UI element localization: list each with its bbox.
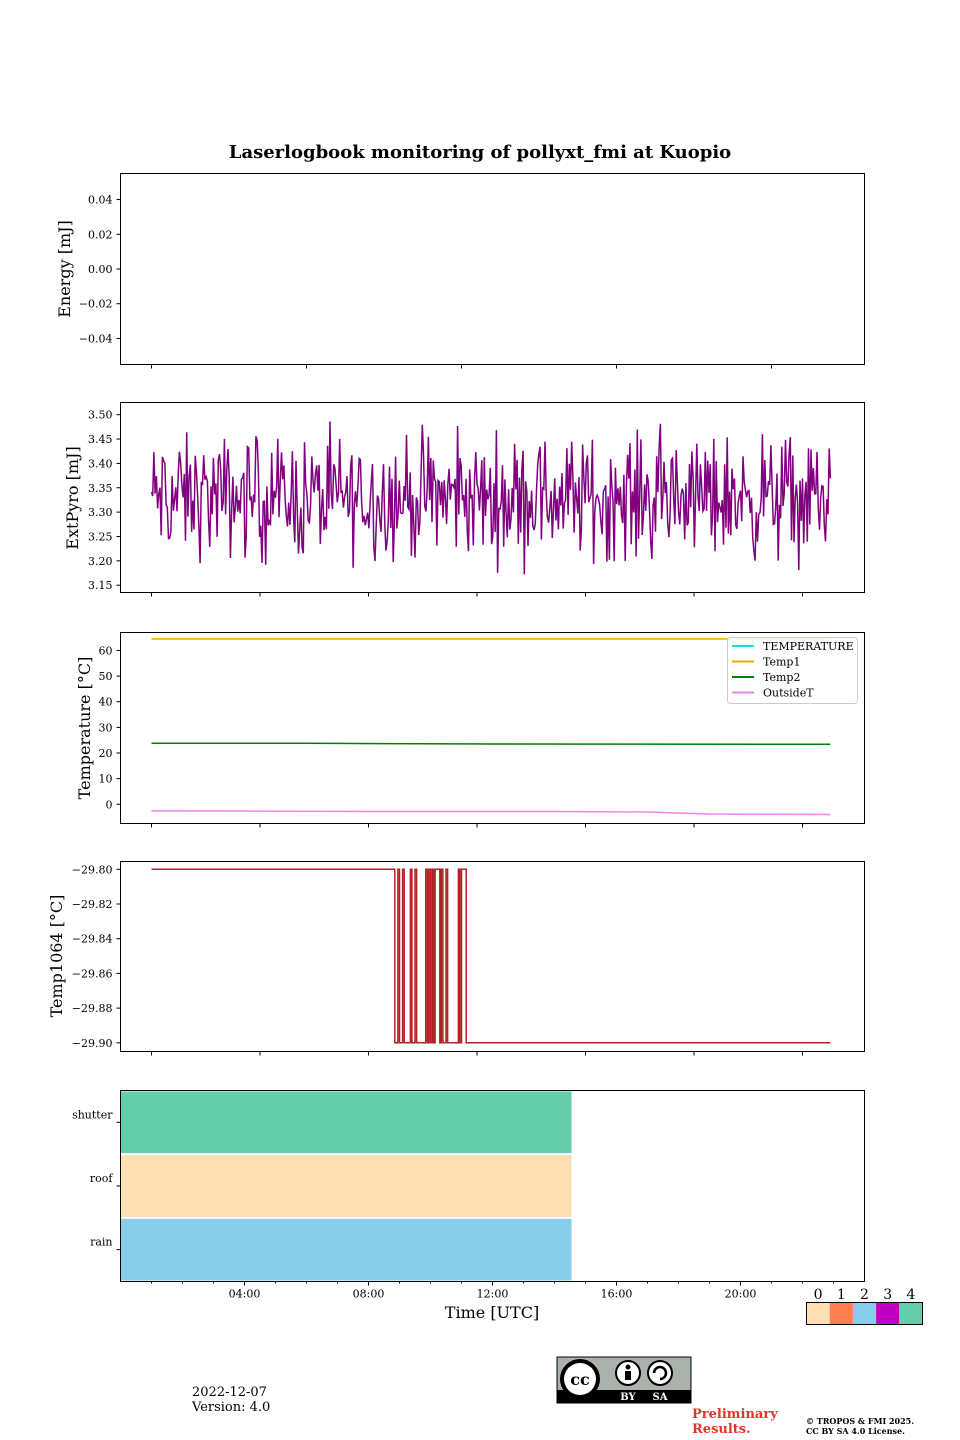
energy-ytick-label: 0.04 [88, 194, 113, 207]
sa-arrow [652, 1365, 668, 1381]
temperatures-ytick-label: 40 [99, 696, 113, 709]
cc-logo-inner [564, 1363, 596, 1395]
time-tick-label: 08:00 [353, 1288, 385, 1301]
copyright-line1: © TROPOS & FMI 2025. [806, 1416, 914, 1426]
temperatures-ytick-label: 30 [99, 721, 113, 734]
energy-ytick-label: 0.00 [88, 263, 113, 276]
temperatures-ytick-label: 50 [99, 670, 113, 683]
temperatures-ytick-label: 60 [99, 644, 113, 657]
temperatures-ytick-label: 20 [99, 747, 113, 760]
extpyro-panel: ExtPyro [mJ] 3.15 3.20 3.25 3.30 3.35 3.40 3.4… [63, 402, 865, 597]
temp1064-panel: Temp1064 [°C] −29.90 −29.88 −29.86 −29.84 −2… [47, 861, 865, 1056]
x-axis-label: Time [UTC] [445, 1303, 539, 1322]
extpyro-ytick-label: 3.40 [88, 457, 113, 470]
legend-label-temp2: Temp2 [763, 671, 800, 684]
extpyro-series-line [150, 421, 832, 575]
extpyro-ytick-label: 3.25 [88, 530, 113, 543]
by-person-head [625, 1364, 631, 1370]
energy-ytick-label: −0.04 [79, 332, 113, 345]
temp1064-ytick-label: −29.84 [72, 933, 113, 946]
figure-title: Laserlogbook monitoring of pollyxt_fmi a… [229, 142, 731, 163]
status-bar-shutter [120, 1091, 572, 1154]
cc-license-badge: cc BY SA [556, 1356, 692, 1404]
legend-frame [727, 637, 858, 704]
cc-sa-label: SA [653, 1392, 668, 1403]
temp1064-series-line [151, 868, 831, 1044]
colorbar-frame [806, 1302, 923, 1325]
extpyro-ytick-label: 3.20 [88, 555, 113, 568]
temperatures-ytick-label: 0 [106, 798, 113, 811]
temp1064-ytick-label: −29.82 [72, 898, 113, 911]
temp1064-ylabel: Temp1064 [°C] [47, 895, 66, 1018]
status-label-shutter: shutter [72, 1108, 113, 1121]
time-tick-label: 04:00 [229, 1288, 261, 1301]
cc-logo-text: cc [570, 1370, 590, 1389]
temperatures-ytick-label: 10 [99, 773, 113, 786]
legend-label-temp1: Temp1 [763, 656, 800, 669]
outsidet-series-line [151, 810, 831, 816]
temp1064-ytick-label: −29.86 [72, 967, 113, 980]
extpyro-ylabel: ExtPyro [mJ] [63, 446, 82, 549]
colorbar-tick-3: 3 [883, 1287, 892, 1303]
energy-ylabel: Energy [mJ] [55, 220, 74, 318]
footer-date: 2022-12-07 [192, 1385, 267, 1400]
temp2-series-line [151, 742, 831, 746]
energy-axes [120, 173, 865, 365]
extpyro-ytick-label: 3.45 [88, 433, 113, 446]
preliminary-line2: Results. [692, 1422, 751, 1437]
colorbar-tick-0: 0 [814, 1287, 823, 1303]
extpyro-ytick-label: 3.35 [88, 482, 113, 495]
copyright-line2: CC BY SA 4.0 License. [806, 1426, 905, 1436]
legend-label-temperature: TEMPERATURE [763, 640, 854, 653]
colorbar-swatch-0 [806, 1302, 830, 1325]
status-bar-rain [120, 1218, 572, 1281]
temp1064-axes [120, 861, 865, 1052]
status-label-rain: rain [90, 1236, 112, 1249]
preliminary-line1: Preliminary [692, 1407, 778, 1422]
colorbar-swatch-2 [852, 1302, 877, 1325]
time-tick-label: 16:00 [601, 1288, 633, 1301]
energy-ytick-label: 0.02 [88, 228, 113, 241]
time-tick-label: 20:00 [725, 1288, 757, 1301]
temp1064-ytick-label: −29.88 [72, 1002, 113, 1015]
energy-ytick-label: −0.02 [79, 298, 113, 311]
time-tick-label: 12:00 [477, 1288, 509, 1301]
temperature-ylabel: Temperature [°C] [75, 657, 94, 800]
colorbar-tick-2: 2 [860, 1287, 869, 1303]
colorbar-swatch-1 [829, 1302, 853, 1325]
by-person-body [625, 1371, 631, 1380]
temperature-legend: TEMPERATURE Temp1 Temp2 OutsideT [727, 637, 858, 704]
legend-label-outsidet: OutsideT [763, 687, 814, 700]
status-label-roof: roof [90, 1172, 114, 1185]
sa-share-icon [647, 1360, 673, 1386]
colorbar-tick-4: 4 [906, 1287, 915, 1303]
temperature-axes [120, 632, 865, 824]
colorbar-swatch-3 [876, 1302, 900, 1325]
colorbar-tick-1: 1 [837, 1287, 846, 1303]
cc-by-label: BY [620, 1392, 636, 1403]
extpyro-ytick-label: 3.30 [88, 506, 113, 519]
temp1064-ytick-label: −29.80 [72, 863, 113, 876]
energy-panel: Energy [mJ] −0.04 −0.02 0.00 0.02 0.04 [55, 173, 865, 369]
extpyro-ytick-label: 3.50 [88, 409, 113, 422]
extpyro-ytick-label: 3.15 [88, 579, 113, 592]
temperature-panel: Temperature [°C] 0 10 20 30 40 50 60 TEMPERATU… [75, 632, 865, 828]
extpyro-axes [120, 402, 865, 593]
temp1064-ytick-label: −29.90 [72, 1037, 113, 1050]
status-panel: shutter roof rain 04:00 08:00 12:00 16:00 20:0… [72, 1090, 865, 1322]
status-bar-roof [120, 1155, 572, 1217]
footer-version: Version: 4.0 [191, 1400, 270, 1415]
colorbar-swatch-4 [899, 1302, 923, 1325]
